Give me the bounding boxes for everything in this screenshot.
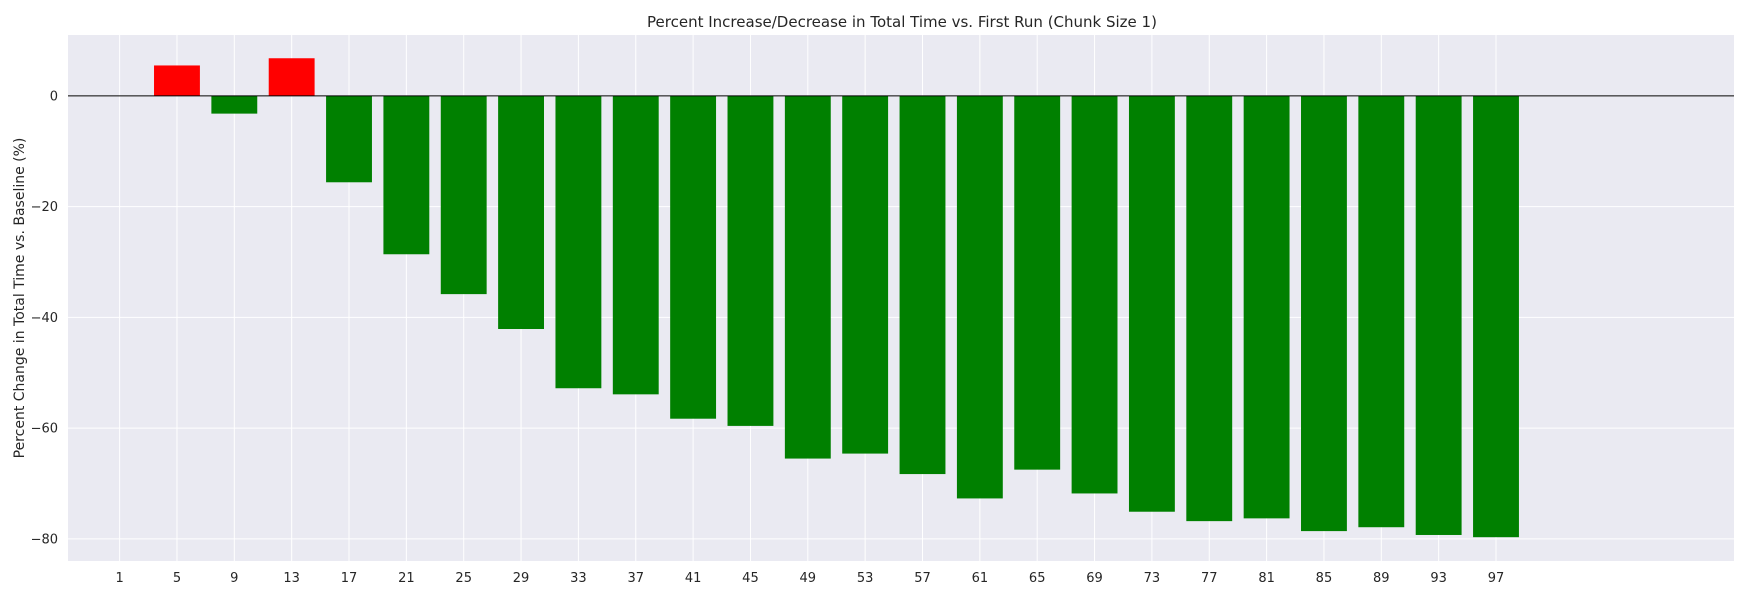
bar-89 <box>1358 95 1405 528</box>
x-tick-label: 53 <box>857 571 874 586</box>
x-tick-label: 81 <box>1258 571 1275 586</box>
bar-17 <box>326 95 372 183</box>
bar-69 <box>1071 95 1118 494</box>
bar-21 <box>383 95 430 255</box>
bar-13 <box>268 58 315 96</box>
bar-41 <box>670 95 717 419</box>
bar-85 <box>1301 95 1347 532</box>
bars <box>154 58 1519 538</box>
bar-53 <box>842 95 889 454</box>
bar-29 <box>498 95 544 330</box>
bar-77 <box>1186 95 1233 522</box>
bar-25 <box>440 95 487 295</box>
x-tick-label: 33 <box>570 571 587 586</box>
chart-title: Percent Increase/Decrease in Total Time … <box>647 13 1157 31</box>
x-tick-label: 29 <box>513 571 530 586</box>
bar-65 <box>1014 95 1061 470</box>
x-tick-label: 5 <box>173 571 181 586</box>
x-tick-label: 85 <box>1316 571 1333 586</box>
x-tick-label: 17 <box>341 571 358 586</box>
x-tick-label: 57 <box>914 571 931 586</box>
x-tick-label: 65 <box>1029 571 1046 586</box>
y-tick-label: −60 <box>31 422 58 437</box>
bar-45 <box>727 95 774 426</box>
x-tick-label: 13 <box>283 571 300 586</box>
bar-93 <box>1415 95 1462 535</box>
x-tick-label: 73 <box>1144 571 1161 586</box>
x-tick-label: 25 <box>455 571 472 586</box>
x-tick-label: 93 <box>1430 571 1447 586</box>
bar-57 <box>899 95 946 475</box>
y-tick-label: −40 <box>31 311 58 326</box>
bar-5 <box>154 65 200 96</box>
x-tick-label: 9 <box>230 571 238 586</box>
y-tick-label: −20 <box>31 200 58 215</box>
x-tick-label: 97 <box>1488 571 1505 586</box>
y-tick-label: −80 <box>31 532 58 547</box>
x-tick-label: 45 <box>742 571 759 586</box>
x-tick-label: 89 <box>1373 571 1390 586</box>
x-tick-label: 61 <box>972 571 989 586</box>
bar-61 <box>956 95 1003 499</box>
x-tick-label: 69 <box>1086 571 1103 586</box>
bar-97 <box>1473 95 1519 538</box>
x-tick-label: 77 <box>1201 571 1218 586</box>
y-tick-label: 0 <box>50 89 58 104</box>
bar-73 <box>1128 95 1175 512</box>
x-tick-label: 21 <box>398 571 415 586</box>
bar-37 <box>612 95 659 395</box>
bar-81 <box>1243 95 1290 519</box>
bar-49 <box>784 95 831 459</box>
x-tick-label: 1 <box>115 571 123 586</box>
y-axis-ticks: 0 −20 −40 −60 −80 <box>31 89 58 547</box>
bar-33 <box>555 95 602 389</box>
x-tick-label: 49 <box>800 571 817 586</box>
y-axis-label: Percent Change in Total Time vs. Baselin… <box>12 138 28 459</box>
x-axis-ticks: 1 5 9 13 17 21 25 29 33 37 41 45 49 53 57 61 65 69 73 77 81 8… <box>115 571 1504 586</box>
x-tick-label: 37 <box>627 571 644 586</box>
bar-9 <box>211 95 258 114</box>
x-tick-label: 41 <box>685 571 702 586</box>
